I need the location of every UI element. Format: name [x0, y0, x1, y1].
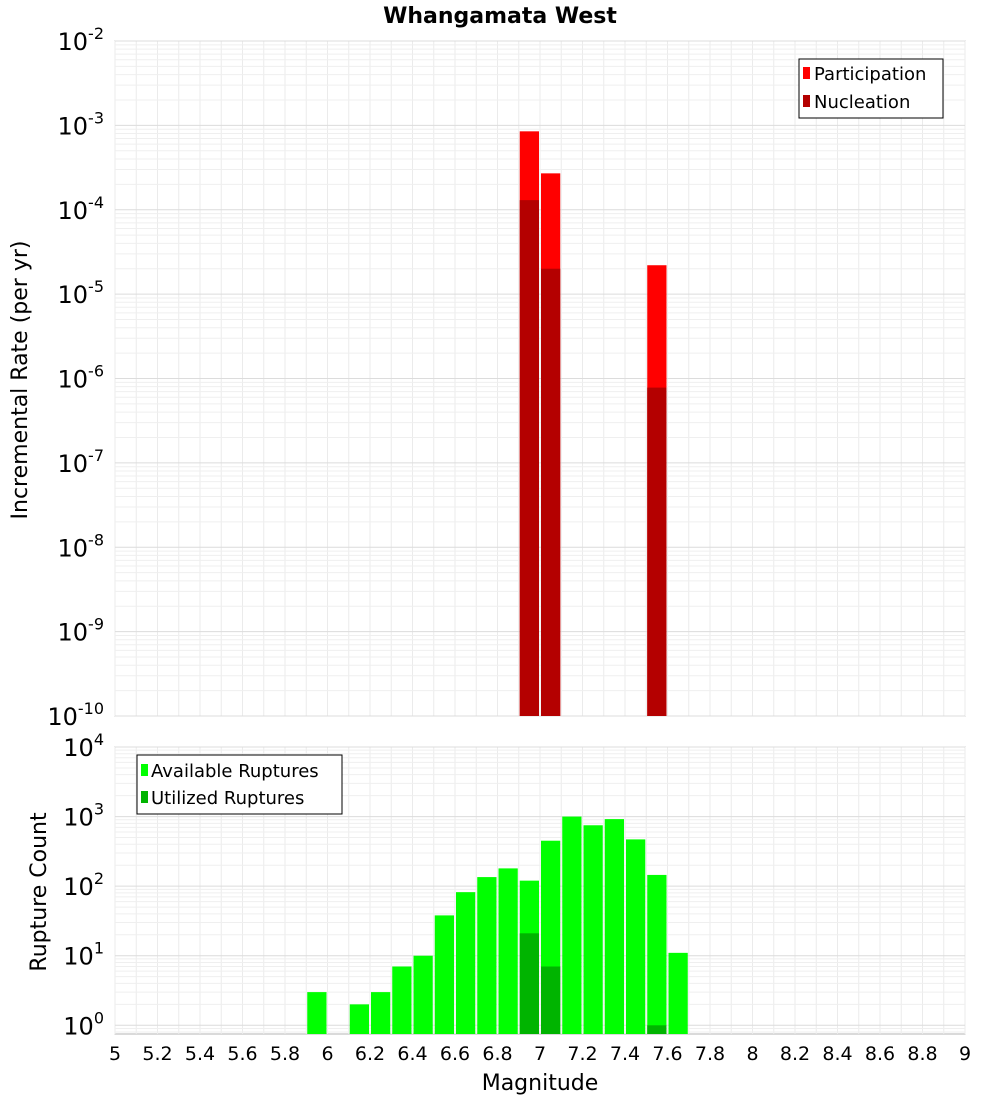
bottom-bar-available-ruptures — [477, 877, 497, 1034]
x-tick-label: 8.8 — [907, 1043, 937, 1065]
bottom-bar-available-ruptures — [371, 992, 391, 1034]
top-y-tick-label: 10-9 — [58, 615, 105, 647]
bottom-bar-available-ruptures — [626, 839, 646, 1034]
bottom-bar-utilized-ruptures — [647, 1025, 667, 1034]
x-tick-label: 8.2 — [780, 1043, 810, 1065]
top-bar-nucleation — [519, 200, 539, 716]
legend-swatch-utilized — [141, 791, 148, 803]
x-tick-label: 7.6 — [652, 1043, 682, 1065]
bottom-bar-available-ruptures — [307, 992, 327, 1034]
top-y-tick-label: 10-10 — [47, 699, 104, 731]
bottom-bar-available-ruptures — [434, 915, 454, 1034]
bottom-bar-available-ruptures — [668, 952, 688, 1034]
x-tick-label: 7.2 — [567, 1043, 597, 1065]
x-axis-label: Magnitude — [482, 1071, 599, 1096]
bottom-legend: Available Ruptures Utilized Ruptures — [136, 754, 343, 815]
bottom-bar-available-ruptures — [392, 966, 412, 1034]
x-tick-label: 6.6 — [440, 1043, 470, 1065]
bottom-bar-utilized-ruptures — [541, 966, 561, 1034]
bottom-plot: 100 101 102 103 104 5 5.2 5.4 5.6 5.8 6 6.2 6.4 6.6 6… — [27, 730, 971, 1096]
top-legend: Participation Nucleation — [798, 58, 944, 119]
top-y-tick-label: 10-6 — [58, 362, 105, 394]
legend-label-available: Available Ruptures — [151, 761, 319, 782]
legend-swatch-participation — [803, 67, 810, 79]
top-y-tick-label: 10-8 — [58, 530, 105, 562]
x-tick-label: 7.4 — [610, 1043, 640, 1065]
x-tick-label: 6.2 — [355, 1043, 385, 1065]
top-bar-nucleation — [647, 387, 667, 716]
chart-title: Whangamata West — [383, 4, 617, 29]
bottom-bar-available-ruptures — [647, 874, 667, 1034]
legend-label-nucleation: Nucleation — [814, 92, 910, 113]
x-tick-label: 6.8 — [482, 1043, 512, 1065]
x-tick-label: 8.4 — [822, 1043, 852, 1065]
x-tick-label: 7.8 — [695, 1043, 725, 1065]
top-y-tick-label: 10-5 — [58, 277, 105, 309]
bottom-y-tick-label: 101 — [63, 939, 104, 971]
top-y-tick-label: 10-7 — [58, 446, 105, 478]
bottom-bar-available-ruptures — [562, 816, 582, 1034]
top-bar-nucleation — [541, 268, 561, 716]
top-y-tick-label: 10-3 — [58, 108, 105, 140]
bottom-bar-utilized-ruptures — [519, 933, 539, 1034]
bottom-y-tick-label: 103 — [63, 800, 104, 832]
x-tick-label: 5.2 — [142, 1043, 172, 1065]
bottom-bar-available-ruptures — [498, 868, 518, 1034]
x-tick-label: 6 — [321, 1043, 333, 1065]
x-tick-label: 8 — [746, 1043, 758, 1065]
x-tick-label: 5 — [109, 1043, 121, 1065]
legend-swatch-available — [141, 764, 148, 776]
bottom-y-tick-label: 104 — [63, 730, 104, 762]
x-tick-label: 5.6 — [227, 1043, 257, 1065]
legend-swatch-nucleation — [803, 95, 810, 107]
bottom-y-tick-label: 100 — [63, 1008, 104, 1040]
bottom-y-tick-label: 102 — [63, 869, 104, 901]
top-y-axis-label: Incremental Rate (per yr) — [8, 241, 33, 520]
bottom-bar-available-ruptures — [583, 825, 603, 1034]
x-tick-label: 5.4 — [185, 1043, 215, 1065]
x-tick-label: 6.4 — [397, 1043, 427, 1065]
legend-label-utilized: Utilized Ruptures — [151, 788, 304, 809]
bottom-bar-available-ruptures — [456, 892, 476, 1034]
x-tick-label: 7 — [534, 1043, 546, 1065]
bottom-bar-available-ruptures — [413, 955, 433, 1034]
legend-label-participation: Participation — [814, 64, 926, 85]
top-y-tick-label: 10-2 — [58, 24, 105, 56]
top-plot: 10-10 10-9 10-8 10-7 10-6 10-5 10-4 10-3 10-2 In… — [8, 24, 966, 731]
x-tick-label: 5.8 — [270, 1043, 300, 1065]
bottom-bar-available-ruptures — [604, 819, 624, 1034]
x-tick-label: 8.6 — [865, 1043, 895, 1065]
top-y-tick-label: 10-4 — [58, 193, 105, 225]
bottom-y-axis-label: Rupture Count — [27, 812, 52, 972]
bottom-bar-available-ruptures — [349, 1004, 369, 1034]
x-tick-label: 9 — [959, 1043, 971, 1065]
